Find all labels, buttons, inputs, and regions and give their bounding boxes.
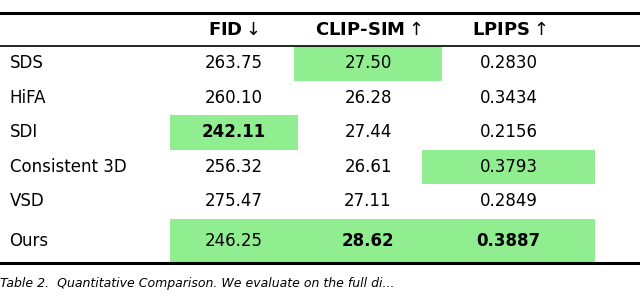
Bar bbox=[294, 219, 442, 263]
Text: 0.3887: 0.3887 bbox=[477, 232, 541, 250]
Bar bbox=[294, 46, 442, 81]
Text: SDI: SDI bbox=[10, 124, 38, 141]
Text: 27.11: 27.11 bbox=[344, 192, 392, 210]
Text: 256.32: 256.32 bbox=[205, 158, 262, 176]
Text: 246.25: 246.25 bbox=[205, 232, 262, 250]
Text: 275.47: 275.47 bbox=[205, 192, 262, 210]
Bar bbox=[170, 219, 298, 263]
Text: FID$\downarrow$: FID$\downarrow$ bbox=[208, 21, 259, 39]
Bar bbox=[170, 115, 298, 150]
Text: 0.2156: 0.2156 bbox=[480, 124, 538, 141]
Text: 28.62: 28.62 bbox=[342, 232, 394, 250]
Text: 0.2849: 0.2849 bbox=[480, 192, 538, 210]
Text: HiFA: HiFA bbox=[10, 89, 46, 107]
Text: Table 2.  Quantitative Comparison. We evaluate on the full di...: Table 2. Quantitative Comparison. We eva… bbox=[0, 277, 394, 290]
Text: 0.3434: 0.3434 bbox=[480, 89, 538, 107]
Text: 263.75: 263.75 bbox=[205, 54, 262, 72]
Text: VSD: VSD bbox=[10, 192, 44, 210]
Bar bbox=[422, 219, 595, 263]
Text: SDS: SDS bbox=[10, 54, 44, 72]
Text: 0.3793: 0.3793 bbox=[480, 158, 538, 176]
Text: 26.28: 26.28 bbox=[344, 89, 392, 107]
Text: 242.11: 242.11 bbox=[202, 124, 266, 141]
Text: LPIPS$\uparrow$: LPIPS$\uparrow$ bbox=[472, 21, 546, 39]
Text: 0.2830: 0.2830 bbox=[480, 54, 538, 72]
Text: CLIP-SIM$\uparrow$: CLIP-SIM$\uparrow$ bbox=[315, 21, 421, 39]
Text: 260.10: 260.10 bbox=[205, 89, 262, 107]
Text: 26.61: 26.61 bbox=[344, 158, 392, 176]
Text: 27.50: 27.50 bbox=[344, 54, 392, 72]
Text: Ours: Ours bbox=[10, 232, 49, 250]
Bar bbox=[422, 150, 595, 184]
Text: Consistent 3D: Consistent 3D bbox=[10, 158, 126, 176]
Text: 27.44: 27.44 bbox=[344, 124, 392, 141]
